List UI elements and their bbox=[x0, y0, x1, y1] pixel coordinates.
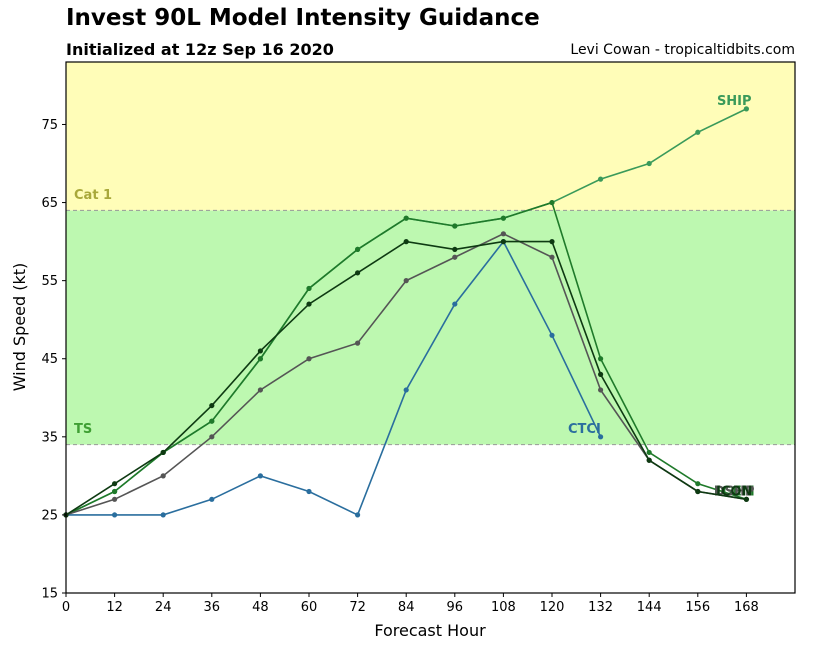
x-tick-label: 156 bbox=[685, 600, 710, 615]
data-point bbox=[306, 301, 312, 307]
data-point bbox=[598, 387, 604, 393]
x-tick-label: 96 bbox=[447, 600, 464, 615]
data-point bbox=[306, 285, 312, 292]
plot-frame bbox=[65, 61, 796, 594]
x-tick-label: 60 bbox=[301, 600, 318, 615]
x-axis-label: Forecast Hour bbox=[374, 621, 486, 640]
data-point bbox=[112, 496, 118, 502]
series-label-ship: SHIP bbox=[717, 94, 752, 109]
data-point bbox=[452, 301, 458, 307]
y-tick-label: 35 bbox=[41, 430, 58, 445]
data-point bbox=[743, 106, 750, 112]
data-point bbox=[646, 449, 652, 456]
data-point bbox=[695, 488, 701, 495]
data-point bbox=[500, 239, 506, 245]
data-point bbox=[209, 402, 215, 409]
data-point bbox=[646, 160, 652, 167]
data-point bbox=[500, 231, 506, 237]
band-label-ts: TS bbox=[74, 422, 92, 437]
y-tick-label: 25 bbox=[41, 508, 58, 523]
data-point bbox=[209, 434, 215, 440]
x-tick-label: 36 bbox=[204, 600, 221, 615]
data-point bbox=[598, 176, 604, 182]
data-point bbox=[743, 496, 750, 502]
data-point bbox=[403, 215, 409, 221]
x-tick-label: 168 bbox=[734, 600, 759, 615]
data-point bbox=[160, 473, 166, 479]
series-line-ctci bbox=[66, 240, 602, 517]
chart-credit: Levi Cowan - tropicaltidbits.com bbox=[570, 42, 795, 58]
chart-title: Invest 90L Model Intensity Guidance bbox=[66, 5, 540, 31]
data-point bbox=[112, 481, 118, 487]
data-point bbox=[355, 512, 361, 518]
y-tick-label: 45 bbox=[41, 352, 58, 367]
data-point bbox=[257, 387, 263, 393]
data-point bbox=[209, 496, 215, 502]
data-point bbox=[257, 348, 263, 354]
data-point bbox=[160, 449, 166, 456]
series-label-ctci: CTCI bbox=[568, 422, 601, 437]
data-point bbox=[209, 418, 215, 424]
y-axis-label: Wind Speed (kt) bbox=[10, 263, 29, 392]
data-point bbox=[598, 434, 604, 440]
series-label-icon: ICON bbox=[716, 484, 752, 499]
data-point bbox=[403, 239, 409, 245]
data-point bbox=[160, 512, 166, 518]
data-point bbox=[355, 270, 361, 276]
data-point bbox=[549, 239, 555, 245]
x-tick-label: 120 bbox=[540, 600, 565, 615]
data-point bbox=[549, 199, 555, 206]
data-point bbox=[500, 215, 506, 221]
data-point bbox=[403, 387, 409, 393]
data-point bbox=[598, 371, 604, 377]
data-point bbox=[452, 246, 458, 253]
data-point bbox=[452, 254, 458, 260]
intensity-bands: TS Cat 1 bbox=[66, 61, 795, 446]
data-point bbox=[257, 356, 263, 362]
band-cat-1 bbox=[66, 62, 795, 211]
data-point bbox=[112, 488, 118, 495]
data-point bbox=[695, 129, 701, 135]
x-tick-label: 144 bbox=[637, 600, 662, 615]
y-tick-label: 65 bbox=[41, 196, 58, 211]
x-tick-label: 72 bbox=[349, 600, 366, 615]
series-icon: ICON bbox=[63, 239, 752, 518]
x-tick-label: 0 bbox=[62, 600, 70, 615]
data-point bbox=[355, 246, 361, 253]
data-point bbox=[306, 356, 312, 362]
x-tick-label: 12 bbox=[106, 600, 123, 615]
y-tick-label: 75 bbox=[41, 118, 58, 133]
data-point bbox=[403, 278, 409, 284]
data-point bbox=[112, 512, 118, 518]
y-tick-label: 55 bbox=[41, 274, 58, 289]
x-axis: 0 12 24 36 48 60 72 84 96 108 120 132 144 156 168 bbox=[62, 593, 759, 615]
data-point bbox=[646, 457, 652, 463]
data-point bbox=[549, 332, 555, 338]
series-ctci: CTCI bbox=[63, 239, 604, 518]
data-point bbox=[695, 481, 701, 487]
x-tick-label: 108 bbox=[491, 600, 516, 615]
band-ts bbox=[66, 210, 795, 445]
x-tick-label: 48 bbox=[252, 600, 269, 615]
x-tick-label: 24 bbox=[155, 600, 172, 615]
data-point bbox=[355, 340, 361, 346]
data-point bbox=[549, 254, 555, 260]
y-axis: 15 25 35 45 55 65 75 bbox=[41, 118, 66, 602]
data-point bbox=[452, 223, 458, 229]
data-point bbox=[598, 356, 604, 362]
x-tick-label: 132 bbox=[588, 600, 613, 615]
y-tick-label: 15 bbox=[41, 587, 58, 602]
data-point bbox=[257, 473, 263, 479]
series-dshp: DSHP bbox=[63, 231, 755, 518]
chart-subtitle: Initialized at 12z Sep 16 2020 bbox=[66, 40, 334, 59]
band-label-cat-1: Cat 1 bbox=[74, 188, 112, 203]
data-point bbox=[306, 488, 312, 495]
x-tick-label: 84 bbox=[398, 600, 415, 615]
